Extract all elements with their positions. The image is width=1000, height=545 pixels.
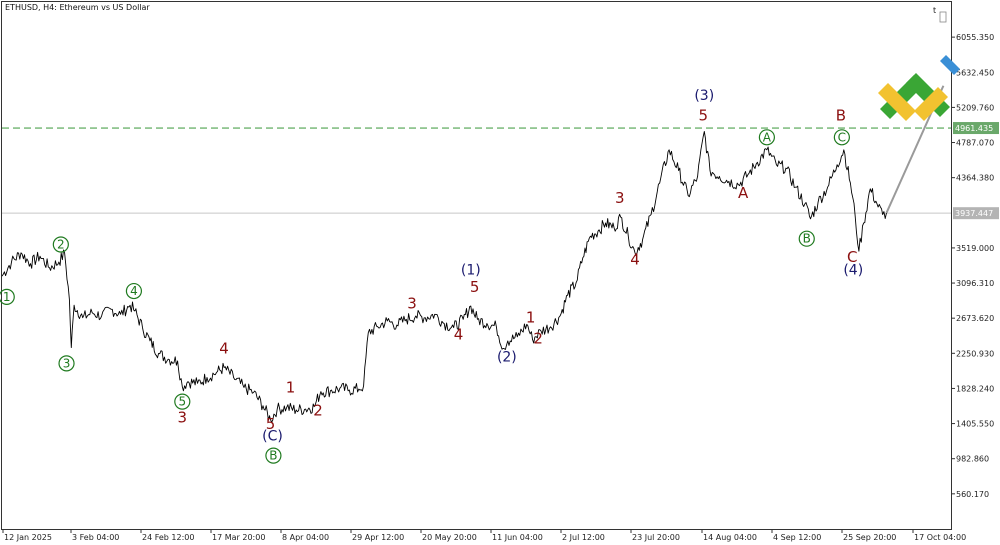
- wave-label-red: 3: [407, 295, 417, 313]
- wave-label-red: 4: [219, 339, 229, 357]
- y-tick-label: 560.170: [956, 490, 989, 499]
- wave-label-red: 3: [178, 408, 188, 426]
- y-tick-label: 6055.350: [956, 33, 994, 42]
- corner-mark: t: [933, 6, 936, 15]
- wave-label-blue: (C): [262, 429, 283, 445]
- wave-label-blue: (4): [843, 262, 863, 278]
- wave-label-green: B: [803, 232, 811, 246]
- wave-label-blue: (1): [461, 262, 481, 278]
- wave-label-green: B: [269, 449, 277, 463]
- x-tick-label: 24 Feb 12:00: [142, 533, 194, 542]
- x-tick-label: 14 Aug 04:00: [703, 533, 757, 542]
- wave-label-blue: (2): [497, 350, 517, 366]
- x-tick-label: 17 Oct 04:00: [914, 533, 966, 542]
- wave-label-green: 5: [178, 395, 186, 409]
- y-tick-label: 1828.240: [956, 384, 994, 393]
- y-tick-label: 5632.450: [956, 68, 994, 77]
- wave-label-red: 4: [630, 250, 640, 268]
- wave-label-red: 2: [313, 402, 323, 420]
- level-lines: [2, 127, 951, 214]
- y-tick-label: 2673.620: [956, 314, 994, 323]
- wave-circle-green: [798, 230, 815, 247]
- wave-label-red: 5: [699, 107, 709, 125]
- brand-logo: [878, 55, 960, 121]
- price-series: [1, 131, 887, 423]
- wave-circle-green: [265, 447, 282, 464]
- wave-label-red: 1: [526, 309, 536, 327]
- wave-label-green: 1: [3, 290, 11, 304]
- wave-label-red: A: [738, 184, 749, 202]
- wave-label-red: 2: [533, 329, 543, 347]
- chart-title: ETHUSD, H4: Ethereum vs US Dollar: [5, 3, 150, 12]
- y-tick-label: 982.860: [956, 455, 989, 464]
- wave-label-red: C: [847, 248, 857, 266]
- wave-circle-green: [0, 288, 15, 305]
- wave-label-red: 1: [286, 378, 296, 396]
- wave-label-green: 3: [63, 356, 71, 370]
- wave-label-green: 4: [130, 284, 138, 298]
- x-tick-label: 8 Apr 04:00: [282, 533, 329, 542]
- y-tick-label: 4364.380: [956, 174, 994, 183]
- wave-label-red: 5: [266, 415, 276, 433]
- wave-label-red: B: [836, 107, 846, 125]
- current-price-label: 3937.447: [955, 209, 993, 218]
- y-tick-label: 3096.310: [956, 279, 994, 288]
- x-tick-label: 25 Sep 20:00: [843, 533, 896, 542]
- current-price-tag: [953, 207, 999, 220]
- wave-circle-green: [833, 129, 850, 146]
- x-tick-label: 23 Jul 20:00: [632, 533, 680, 542]
- y-tick-label: 3519.000: [956, 244, 994, 253]
- y-tick-label: 5209.760: [956, 103, 994, 112]
- corner-scroll-icon[interactable]: [939, 11, 947, 23]
- wave-circle-green: [125, 282, 143, 300]
- wave-label-red: 3: [615, 189, 625, 207]
- wave-circle-green: [758, 129, 775, 146]
- y-axis: 6055.350 5632.450 5209.760 4787.070 4364.380…: [951, 33, 999, 499]
- price-line: [1, 131, 887, 423]
- x-tick-label: 4 Sep 12:00: [773, 533, 821, 542]
- resistance-price-label: 4961.435: [955, 124, 993, 133]
- x-tick-label: 17 Mar 20:00: [212, 533, 265, 542]
- plot-frame: [1, 1, 952, 530]
- x-tick-label: 29 Apr 12:00: [352, 533, 404, 542]
- resistance-price-tag: [953, 122, 999, 135]
- wave-label-red: 5: [470, 278, 480, 296]
- wave-label-green: C: [838, 130, 846, 144]
- y-tick-label: 1405.550: [956, 420, 994, 429]
- wave-circle-green: [174, 393, 191, 410]
- x-tick-label: 3 Feb 04:00: [72, 533, 119, 542]
- y-tick-label: 2250.930: [956, 349, 994, 358]
- wave-circle-green: [58, 355, 75, 372]
- x-axis: 12 Jan 2025 3 Feb 04:00 24 Feb 12:00 17 Mar…: [2, 529, 966, 542]
- x-tick-label: 11 Jun 04:00: [492, 533, 543, 542]
- wave-circle-green: [52, 236, 69, 253]
- x-tick-label: 12 Jan 2025: [4, 533, 52, 542]
- wave-label-red: 4: [454, 325, 464, 343]
- x-tick-label: 20 May 20:00: [422, 533, 477, 542]
- y-tick-label: 4787.070: [956, 139, 994, 148]
- x-tick-label: 2 Jul 12:00: [562, 533, 605, 542]
- wave-label-green: A: [763, 130, 772, 144]
- wave-label-blue: (3): [694, 88, 714, 104]
- wave-label-green: 2: [57, 238, 65, 252]
